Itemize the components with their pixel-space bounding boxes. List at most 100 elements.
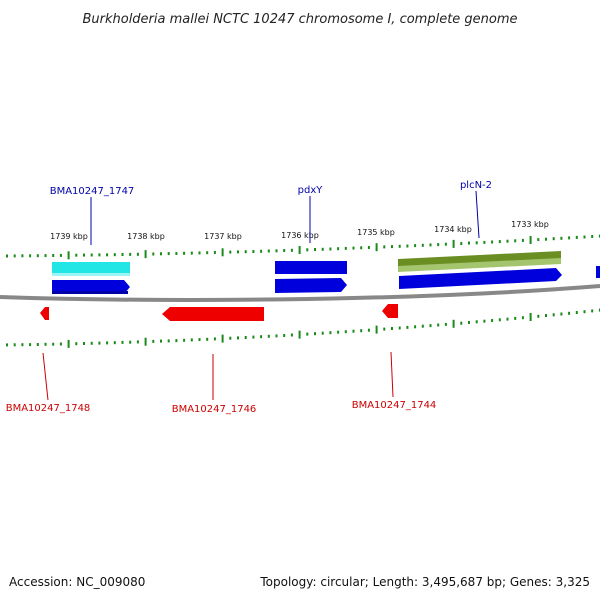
top-tick-minor	[575, 235, 578, 239]
bottom-tick-minor	[52, 342, 55, 346]
bottom-tick-minor	[498, 318, 501, 322]
bottom-tick-minor	[429, 324, 432, 328]
top-tick-minor	[59, 253, 62, 257]
top-tick-minor	[306, 248, 309, 252]
gene-label-bma10247-1744[interactable]: BMA10247_1744	[352, 400, 437, 411]
bottom-tick-minor	[175, 339, 178, 343]
top-tick-minor	[13, 254, 16, 258]
gene-bar-plcn-2-olive-light	[398, 258, 561, 272]
bottom-tick-major	[144, 337, 147, 346]
genome-backbone	[0, 284, 600, 302]
bottom-tick-major	[221, 334, 224, 343]
gene-arrow-plcn-2[interactable]	[399, 268, 562, 289]
bottom-tick-minor	[521, 316, 524, 320]
scale-label-1738: 1738 kbp	[127, 232, 165, 241]
bottom-tick-minor	[545, 314, 547, 317]
scale-label-1733: 1733 kbp	[511, 220, 549, 229]
gene-label-pdxy[interactable]: pdxY	[298, 185, 324, 196]
top-tick-minor	[344, 246, 347, 250]
bottom-tick-minor	[21, 343, 24, 347]
top-tick-minor	[136, 252, 139, 256]
top-tick-minor	[568, 236, 571, 240]
scale-label-1737: 1737 kbp	[204, 232, 242, 241]
top-tick-minor	[545, 237, 547, 241]
bottom-tick-minor	[290, 333, 293, 337]
top-tick-minor	[437, 243, 440, 247]
genome-summary-text: Topology: circular; Length: 3,495,687 bp…	[259, 575, 590, 589]
top-tick-minor	[237, 250, 239, 254]
bottom-tick-minor	[344, 330, 347, 334]
top-tick-minor	[506, 239, 509, 243]
scale-label-1735: 1735 kbp	[357, 228, 395, 237]
top-tick-minor	[491, 240, 494, 244]
bottom-tick-minor	[167, 339, 170, 343]
scale-label-1734: 1734 kbp	[434, 225, 472, 234]
top-tick-minor	[175, 252, 178, 255]
gene-arrow-pdxy[interactable]	[275, 278, 347, 293]
gene-bar-highlight	[52, 273, 130, 276]
top-tick-minor	[29, 254, 32, 258]
gene-arrow-offscreen-right[interactable]	[596, 266, 600, 278]
bottom-tick-minor	[6, 343, 8, 347]
top-tick-minor	[514, 239, 517, 243]
top-tick-minor	[421, 243, 424, 247]
bottom-tick-major	[452, 319, 455, 328]
bottom-tick-minor	[583, 310, 586, 314]
top-tick-minor	[468, 241, 470, 245]
top-tick-minor	[252, 250, 255, 253]
gene-label-bma10247-1746[interactable]: BMA10247_1746	[172, 404, 257, 415]
top-tick-minor	[90, 253, 93, 257]
bottom-tick-minor	[468, 321, 470, 324]
bottom-tick-minor	[129, 340, 132, 344]
bottom-tick-minor	[90, 341, 93, 345]
bottom-tick-minor	[537, 314, 540, 318]
bottom-tick-minor	[321, 331, 324, 335]
top-tick-minor	[52, 254, 55, 257]
bottom-tick-minor	[414, 325, 417, 329]
top-tick-minor	[444, 242, 447, 246]
gene-arrow-bma10247-1744[interactable]	[382, 304, 398, 318]
top-tick-minor	[106, 253, 109, 257]
top-tick-minor	[244, 250, 247, 254]
bottom-tick-minor	[406, 325, 409, 329]
top-tick-major	[144, 250, 147, 259]
bottom-tick-minor	[252, 335, 255, 339]
scale-label-1739: 1739 kbp	[50, 232, 88, 241]
bottom-tick-minor	[560, 312, 563, 316]
gene-arrow-bma10247-1746[interactable]	[162, 307, 264, 321]
gene-bar-pdxy-upper[interactable]	[275, 261, 347, 274]
bottom-tick-minor	[275, 334, 278, 338]
top-tick-minor	[414, 244, 417, 248]
gene-arrow-bma10247-1748[interactable]	[40, 307, 49, 320]
bottom-tick-minor	[591, 309, 594, 313]
top-tick-minor	[521, 238, 524, 242]
top-tick-minor	[283, 249, 286, 252]
bottom-tick-minor	[306, 332, 309, 336]
bottom-tick-minor	[421, 324, 424, 328]
bottom-tick-major	[529, 313, 532, 321]
scale-label-1736: 1736 kbp	[281, 231, 319, 240]
top-tick-minor	[460, 242, 463, 245]
bottom-tick-minor	[244, 336, 247, 339]
top-tick-major	[529, 236, 532, 244]
top-tick-minor	[475, 241, 478, 245]
bottom-tick-minor	[437, 323, 440, 327]
top-tick-minor	[560, 236, 563, 240]
gene-label-plcn-2[interactable]: plcN-2	[460, 180, 492, 191]
top-tick-minor	[367, 246, 370, 249]
gene-bar-bma10247-1747-upper[interactable]	[52, 262, 130, 275]
bottom-tick-minor	[444, 322, 447, 326]
gene-arrow-bma10247-1747[interactable]	[52, 280, 130, 294]
bottom-tick-minor	[13, 343, 16, 347]
bottom-tick-minor	[198, 338, 201, 342]
gene-label-bma10247-1747[interactable]: BMA10247_1747	[50, 186, 135, 197]
leader-line-plcn-2	[475, 190, 480, 239]
bottom-tick-minor	[352, 329, 355, 333]
bottom-tick-major	[375, 325, 378, 334]
top-tick-minor	[290, 248, 293, 252]
gene-label-bma10247-1748[interactable]: BMA10247_1748	[6, 403, 91, 414]
bottom-tick-minor	[121, 340, 124, 344]
bottom-tick-minor	[367, 328, 370, 332]
top-tick-minor	[406, 244, 409, 248]
